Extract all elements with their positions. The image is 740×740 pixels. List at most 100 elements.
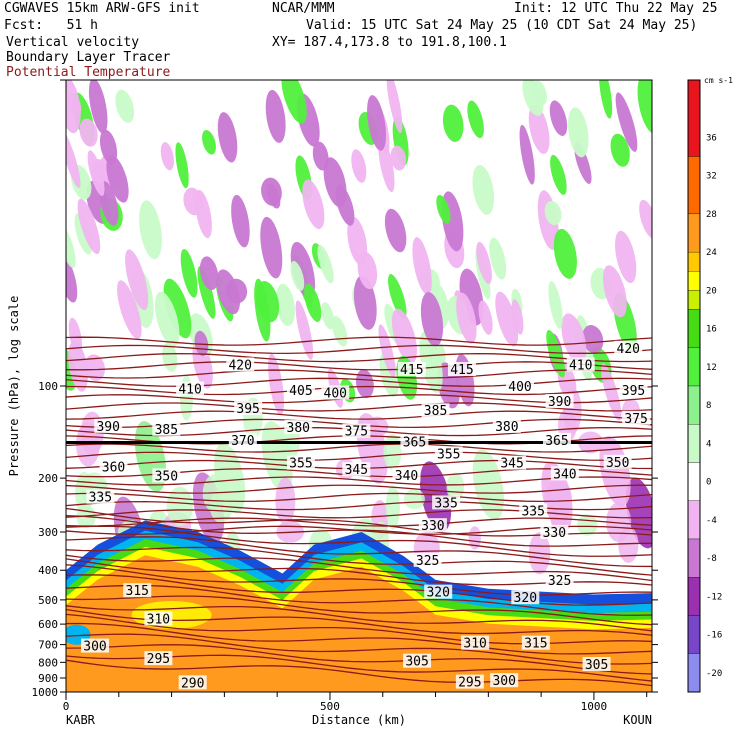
theta-label-bg <box>550 466 579 481</box>
downdraft-cell <box>295 300 314 360</box>
downdraft-cell <box>606 502 632 543</box>
downdraft-cell <box>79 118 98 147</box>
theta-label-bg <box>511 590 540 605</box>
theta-contour <box>66 484 652 494</box>
updraft-cell <box>442 104 464 142</box>
theta-label-bg <box>424 584 453 599</box>
theta-label: 335 <box>89 491 112 506</box>
updraft-cell <box>74 212 93 255</box>
downdraft-cell <box>217 112 238 163</box>
downdraft-cell <box>478 300 493 335</box>
downdraft-cell <box>351 149 367 183</box>
updraft-cell <box>489 237 507 280</box>
downdraft-cell <box>391 308 417 364</box>
theta-contour <box>66 574 652 606</box>
downdraft-cell <box>160 142 174 171</box>
y-tick-label: 800 <box>38 656 58 669</box>
colorbar-segment <box>687 309 701 348</box>
theta-label-bg <box>521 635 550 650</box>
theta-label-bg <box>81 638 110 653</box>
theta-label-bg <box>432 495 461 510</box>
right-endpoint-label: KOUN <box>623 713 652 727</box>
theta-contour <box>66 369 652 379</box>
x-tick-label: 1000 <box>581 700 608 713</box>
updraft-cell <box>180 248 198 298</box>
theta-label-bg <box>152 468 181 483</box>
updraft-cell <box>472 449 504 520</box>
y-tick-label: 300 <box>38 526 58 539</box>
updraft-cell <box>610 133 630 167</box>
colorbar-segment <box>687 213 701 253</box>
colorbar-units: cm s-1 <box>704 76 733 85</box>
theta-contour <box>66 605 652 632</box>
theta-label: 410 <box>569 358 592 373</box>
theta-label: 365 <box>403 436 426 451</box>
updraft-cell <box>163 278 192 339</box>
theta-contour <box>66 613 652 645</box>
theta-label-bg <box>506 379 535 393</box>
updraft-cell <box>467 100 484 139</box>
updraft-cell <box>446 472 465 502</box>
colorbar-label: -16 <box>706 631 722 641</box>
theta-label: 305 <box>405 655 428 670</box>
theta-contour <box>66 633 652 665</box>
theta-label-bg <box>498 455 527 470</box>
downdraft-cell <box>639 199 652 239</box>
updraft-cell <box>166 486 194 527</box>
theta-label: 295 <box>147 652 170 667</box>
colorbar-segment <box>687 156 701 215</box>
field-potential-temperature: Potential Temperature <box>6 65 171 80</box>
updraft-cell <box>550 154 567 195</box>
theta-label: 385 <box>155 423 178 438</box>
theta-label: 335 <box>434 496 457 511</box>
theta-label: 355 <box>289 457 312 472</box>
colorbar-segment <box>687 271 701 291</box>
downdraft-cell <box>615 230 637 284</box>
downdraft-cell <box>268 353 285 416</box>
theta-label-bg <box>619 382 648 397</box>
updraft-cell <box>553 228 577 279</box>
theta-label: 385 <box>424 404 447 419</box>
downdraft-cell <box>275 477 296 525</box>
downdraft-cell <box>225 278 248 304</box>
downdraft-cell <box>67 93 82 117</box>
updraft-cell <box>255 281 280 323</box>
updraft-cell <box>548 280 563 329</box>
theta-label-bg <box>99 459 128 474</box>
theta-label-bg <box>545 572 574 587</box>
colorbar-segment <box>687 462 701 501</box>
cross-section-endpoints: XY= 187.4,173.8 to 191.8,100.1 <box>272 35 507 50</box>
theta-label: 405 <box>289 384 312 399</box>
theta-contour <box>66 361 652 371</box>
theta-label-bg <box>152 421 181 436</box>
downdraft-cell <box>549 100 568 137</box>
theta-label-bg <box>603 454 632 469</box>
updraft-cell <box>275 283 295 327</box>
theta-label: 375 <box>345 425 368 440</box>
updraft-cell <box>321 302 335 330</box>
theta-label: 320 <box>426 586 449 601</box>
theta-label: 335 <box>521 504 544 519</box>
colorbar-segment <box>687 385 701 425</box>
theta-contour <box>66 644 652 675</box>
theta-label-bg <box>234 400 263 415</box>
theta-contour <box>66 336 652 346</box>
theta-contour <box>66 622 652 655</box>
theta-label: 300 <box>492 674 515 689</box>
theta-label: 345 <box>345 463 368 478</box>
y-tick-label: 700 <box>38 639 58 652</box>
colorbar-label: 24 <box>706 248 717 258</box>
colorbar-segment <box>687 79 701 157</box>
theta-label: 320 <box>514 591 537 606</box>
theta-contour <box>66 344 652 354</box>
theta-label: 345 <box>500 457 523 472</box>
downdraft-cell <box>378 136 395 193</box>
theta-label-bg <box>86 489 115 504</box>
theta-label: 380 <box>495 420 518 435</box>
theta-contour <box>66 451 652 461</box>
downdraft-cell <box>599 435 631 507</box>
theta-label-bg <box>144 651 173 666</box>
updraft-cell <box>546 329 566 378</box>
theta-label: 375 <box>624 412 647 427</box>
theta-label-bg <box>321 385 350 400</box>
